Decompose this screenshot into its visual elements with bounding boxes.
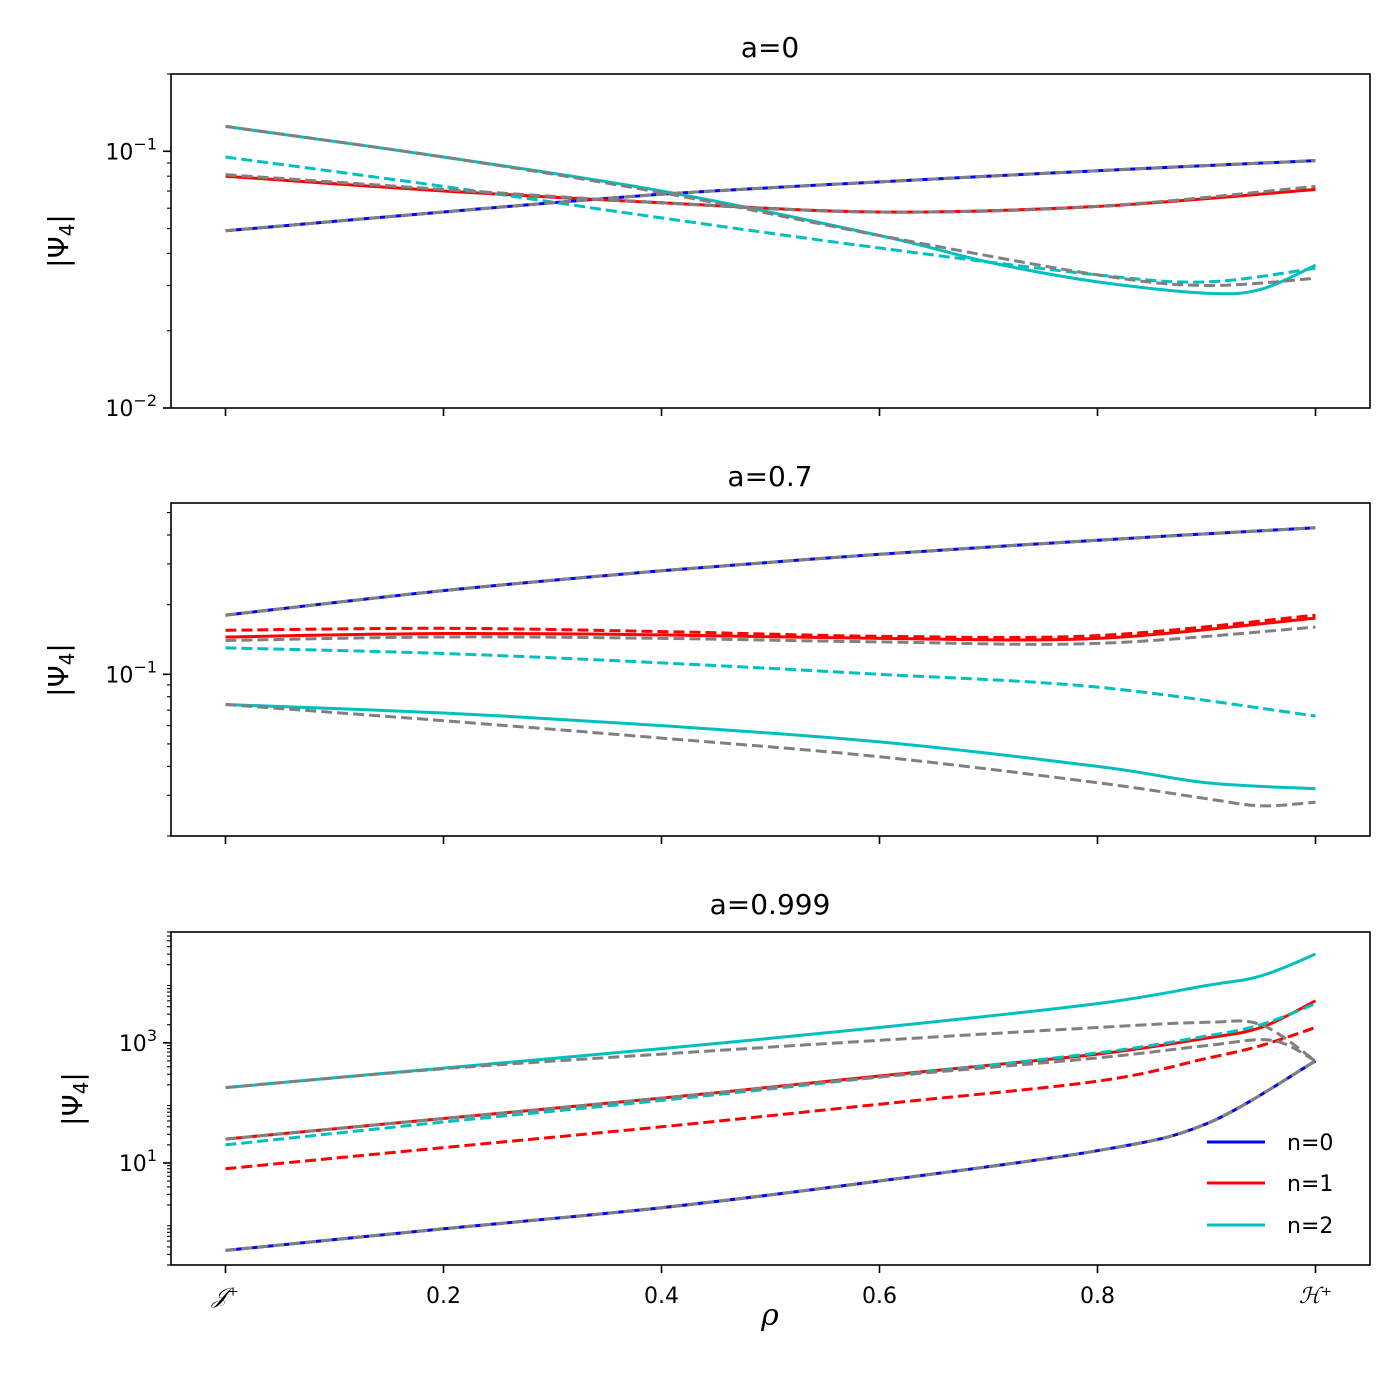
series-line — [225, 613, 1316, 640]
y-tick-label: 10−2 — [105, 391, 157, 422]
panel-a07: a=0.7 |Ψ4| 10−1 — [42, 460, 1371, 844]
plot-area: 10−1 — [105, 502, 1371, 844]
panel-title: a=0.999 — [710, 888, 831, 921]
series-line — [225, 174, 1316, 214]
panel-title: a=0.7 — [727, 460, 812, 493]
plot-area: 𝒥⁺ 0.2 0.4 0.6 0.8 ℋ⁺ 103 101 — [119, 931, 1371, 1309]
x-axis-label: ρ — [760, 1298, 779, 1333]
axes-frame — [170, 502, 1371, 837]
series-line — [225, 1026, 1316, 1171]
series-line — [225, 159, 1316, 233]
axes-frame — [170, 73, 1371, 409]
legend-entry: n=2 — [1207, 1214, 1333, 1239]
x-tick-label: ℋ⁺ — [1299, 1284, 1332, 1309]
y-tick-label: 101 — [119, 1146, 157, 1177]
series-line — [225, 625, 1316, 646]
series-line — [225, 952, 1317, 1090]
series-group — [225, 124, 1317, 296]
series-line — [225, 173, 1316, 214]
series-line — [225, 646, 1316, 718]
panel-a0999: a=0.999 |Ψ4| 𝒥⁺ 0.2 0.4 0.6 0.8 ℋ⁺ 103 101 — [56, 888, 1371, 1309]
series-line — [225, 526, 1316, 617]
series-line — [225, 1019, 1317, 1090]
legend-label: n=0 — [1287, 1131, 1333, 1156]
y-axis-label: |Ψ4| — [42, 214, 79, 268]
legend-label: n=1 — [1287, 1172, 1333, 1197]
x-tick-label: 0.2 — [426, 1284, 461, 1309]
x-tick-label: 0.6 — [862, 1284, 897, 1309]
series-line — [225, 616, 1316, 642]
legend: n=0 n=1 n=2 — [1207, 1131, 1333, 1239]
series-line — [225, 155, 1316, 284]
legend-label: n=2 — [1287, 1214, 1333, 1239]
axes-frame — [170, 931, 1371, 1266]
series-group — [225, 952, 1317, 1252]
series-group — [225, 526, 1316, 808]
x-tick-label: 𝒥⁺ — [211, 1284, 239, 1309]
x-tick-label: 0.4 — [644, 1284, 679, 1309]
series-line — [225, 526, 1316, 617]
x-tick-label: 0.8 — [1080, 1284, 1115, 1309]
y-axis-label: |Ψ4| — [42, 643, 79, 697]
panel-a0: a=0 |Ψ4| 10−1 10−2 — [42, 31, 1371, 422]
plot-area: 10−1 10−2 — [105, 73, 1371, 422]
y-tick-label: 103 — [119, 1026, 157, 1057]
legend-entry: n=0 — [1207, 1131, 1333, 1156]
series-line — [225, 703, 1316, 791]
series-line — [225, 1038, 1317, 1141]
series-line — [225, 703, 1316, 808]
y-axis-label: |Ψ4| — [56, 1072, 93, 1126]
series-line — [225, 1059, 1317, 1252]
series-line — [225, 159, 1316, 233]
legend-entry: n=1 — [1207, 1172, 1333, 1197]
panel-title: a=0 — [741, 31, 799, 64]
y-tick-label: 10−1 — [105, 657, 157, 688]
series-line — [225, 124, 1316, 288]
y-tick-label: 10−1 — [105, 134, 157, 165]
